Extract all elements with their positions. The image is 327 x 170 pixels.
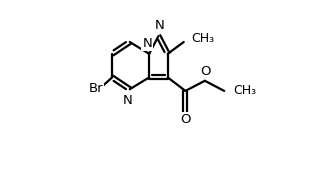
Text: Br: Br bbox=[89, 82, 103, 95]
Text: CH₃: CH₃ bbox=[191, 32, 215, 45]
Text: CH₃: CH₃ bbox=[233, 84, 257, 97]
Text: N: N bbox=[123, 94, 133, 107]
Text: N: N bbox=[142, 37, 152, 50]
Text: O: O bbox=[180, 113, 191, 126]
Text: N: N bbox=[154, 19, 164, 32]
Text: O: O bbox=[200, 64, 211, 78]
